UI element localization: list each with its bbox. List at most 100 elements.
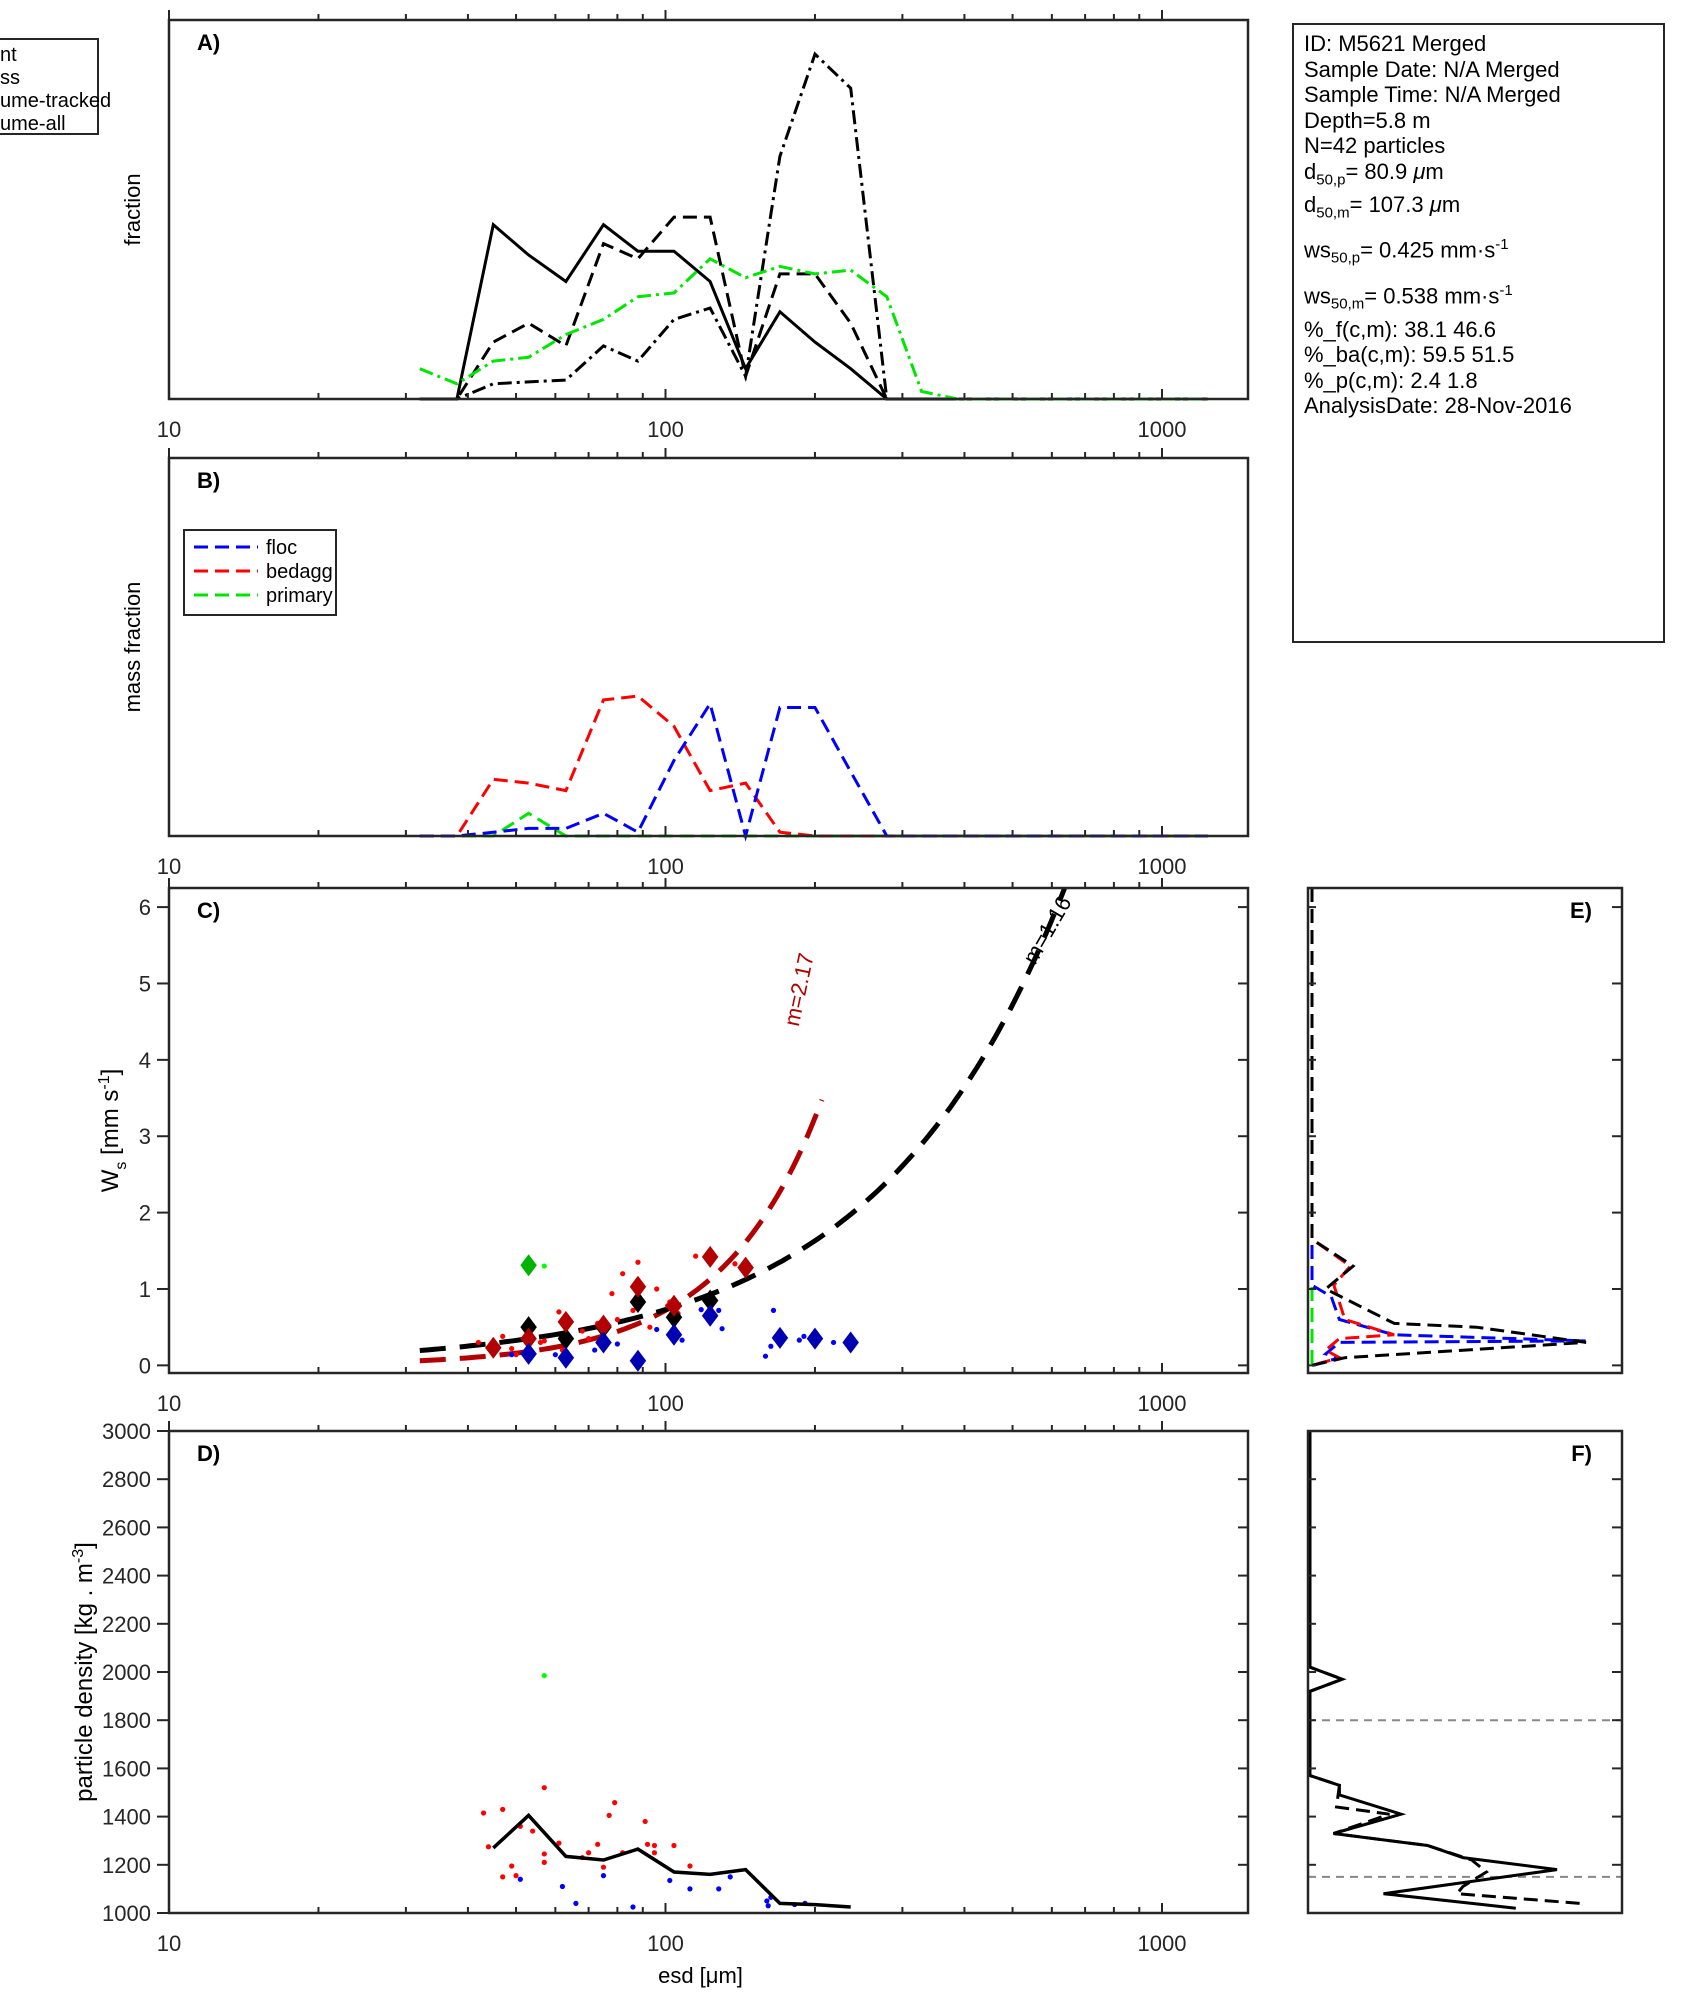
point-c-bedagg-particles bbox=[556, 1309, 562, 1315]
point-d-bedagg-particles bbox=[671, 1842, 677, 1849]
fit-all bbox=[419, 888, 1068, 1353]
info-line-n-particles: N=42 particles bbox=[1304, 133, 1446, 158]
diamond-c-bedagg bbox=[520, 1327, 537, 1350]
point-d-bedagg-particles bbox=[642, 1818, 648, 1825]
diamond-c-floc bbox=[771, 1326, 789, 1349]
point-c-bedagg-particles bbox=[732, 1261, 738, 1267]
point-c-floc-particles bbox=[552, 1352, 558, 1358]
point-d-floc-particles bbox=[517, 1876, 523, 1882]
panel-c-xtick-label: 1000 bbox=[1138, 1391, 1187, 1416]
series-b-floc bbox=[419, 700, 1208, 842]
diamond-c-floc bbox=[520, 1342, 537, 1365]
diamond-c-all bbox=[629, 1290, 647, 1313]
panel-c-ytick-label: 0 bbox=[139, 1353, 151, 1378]
info-line-ws50p: ws50,p= 0.425 mm·s-1 bbox=[1304, 232, 1663, 271]
diamond-c-all bbox=[665, 1306, 683, 1329]
panel-d-ytick-label: 1600 bbox=[102, 1756, 151, 1781]
panel-b-label: B) bbox=[197, 468, 220, 493]
point-d-bedagg-particles bbox=[500, 1806, 506, 1812]
point-d-bedagg-particles bbox=[651, 1850, 658, 1856]
fit-all-label: m=1.16 bbox=[1018, 892, 1077, 969]
d50m-mu: μ bbox=[1429, 192, 1442, 218]
panel-f-label: F) bbox=[1571, 1441, 1592, 1466]
diamond-c-floc bbox=[665, 1323, 683, 1346]
info-line-d50p: d50,p= 80.9 μm bbox=[1304, 159, 1663, 193]
diamond-c-all bbox=[520, 1316, 537, 1339]
diamond-c-bedagg bbox=[665, 1294, 683, 1317]
info-line-analysis-date: AnalysisDate: 28-Nov-2016 bbox=[1304, 393, 1572, 419]
point-c-bedagg-particles bbox=[579, 1328, 585, 1334]
panel-d-xlabel: esd [μm] bbox=[658, 1963, 743, 1988]
point-c-floc-particles bbox=[592, 1347, 598, 1353]
diamond-c-floc bbox=[557, 1346, 575, 1369]
d50m-unit: m bbox=[1441, 192, 1461, 218]
diamond-c-primary bbox=[520, 1254, 537, 1277]
info-line-d50m: d50,m= 107.3 μm bbox=[1304, 192, 1663, 226]
info-line-id: ID: M5621 Merged bbox=[1304, 31, 1487, 56]
point-c-floc-particles bbox=[614, 1341, 620, 1347]
info-line-ws50m: ws50,m= 0.538 mm·s-1 bbox=[1304, 278, 1663, 317]
series-b-primary bbox=[419, 811, 1208, 838]
panel-d-ytick-label: 2400 bbox=[102, 1564, 151, 1589]
panel-d-ytick-label: 1400 bbox=[102, 1805, 151, 1830]
point-c-primary-particles bbox=[541, 1263, 547, 1269]
diamond-c-all bbox=[557, 1327, 575, 1350]
panel-c-xtick-label: 10 bbox=[157, 1391, 181, 1416]
diamond-c-bedagg bbox=[629, 1275, 647, 1298]
point-d-bedagg-particles bbox=[513, 1873, 519, 1879]
diamond-c-floc bbox=[701, 1304, 719, 1327]
point-d-floc-particles bbox=[765, 1903, 771, 1909]
panel-f-frame bbox=[1306, 1429, 1624, 1915]
point-c-floc-particles bbox=[679, 1337, 685, 1343]
panel-a-legend-entry: ume-tracked bbox=[0, 90, 111, 112]
point-d-floc-particles bbox=[727, 1874, 733, 1880]
panel-c-ytick-label: 2 bbox=[139, 1201, 151, 1226]
diamond-c-bedagg bbox=[701, 1245, 719, 1268]
diamond-c-floc bbox=[806, 1327, 824, 1350]
point-d-floc-particles bbox=[600, 1873, 607, 1879]
legend-label-floc: floc bbox=[266, 537, 297, 559]
point-d-floc-particles bbox=[687, 1886, 693, 1892]
panel-b-xtick-label: 10 bbox=[157, 854, 181, 879]
point-c-bedagg-particles bbox=[654, 1286, 660, 1292]
panel-b-xtick-label: 1000 bbox=[1138, 854, 1187, 879]
point-d-bedagg-particles bbox=[541, 1859, 547, 1865]
point-c-floc-particles bbox=[770, 1307, 777, 1313]
point-c-floc-particles bbox=[796, 1337, 802, 1343]
point-d-bedagg-particles bbox=[600, 1864, 607, 1870]
point-d-bedagg-particles bbox=[530, 1828, 536, 1834]
point-d-bedagg-particles bbox=[541, 1785, 547, 1791]
panel-a-legend-box bbox=[0, 38, 99, 135]
d50m-base: d bbox=[1304, 192, 1317, 218]
point-c-bedagg-particles bbox=[635, 1259, 641, 1265]
d50m-sub: 50,m bbox=[1316, 204, 1350, 222]
point-d-floc-particles bbox=[667, 1877, 673, 1884]
panel-d-ytick-label: 2800 bbox=[102, 1467, 151, 1492]
panel-d-ytick-label: 2200 bbox=[102, 1612, 151, 1637]
info-box: ID: M5621 Merged Sample Date: N/A Merged… bbox=[1292, 23, 1665, 643]
panel-a-legend-entry: ume-all bbox=[0, 113, 66, 135]
panel-e-frame bbox=[1306, 886, 1624, 1375]
info-line-sample-time: Sample Time: N/A Merged bbox=[1304, 82, 1561, 107]
point-c-floc-particles bbox=[716, 1307, 722, 1313]
point-c-floc-particles bbox=[654, 1326, 660, 1333]
point-c-bedagg-particles bbox=[500, 1333, 506, 1339]
diamond-c-bedagg bbox=[737, 1256, 754, 1279]
panel-c-ytick-label: 6 bbox=[139, 895, 151, 920]
panel-c-ytick-label: 1 bbox=[139, 1277, 151, 1302]
point-c-bedagg-particles bbox=[475, 1339, 482, 1346]
panel-d-ylabel: particle density [kg . m-3] bbox=[70, 1542, 98, 1802]
panel-d-ytick-label: 3000 bbox=[102, 1419, 151, 1444]
info-line-pct-floc: %_f(c,m): 38.1 46.6 bbox=[1304, 316, 1496, 342]
panel-d-ytick-label: 1800 bbox=[102, 1708, 151, 1733]
panel-a-xtick-label: 1000 bbox=[1138, 417, 1187, 442]
panel-a-legend-entry: nt bbox=[0, 44, 17, 66]
point-c-floc-particles bbox=[762, 1353, 769, 1359]
point-d-bedagg-particles bbox=[585, 1850, 592, 1856]
point-c-bedagg-particles bbox=[513, 1352, 519, 1358]
diamond-c-floc bbox=[629, 1349, 647, 1372]
legend-label-bedagg: bedagg bbox=[266, 561, 333, 583]
point-d-bedagg-particles bbox=[480, 1810, 487, 1816]
diamond-c-bedagg bbox=[557, 1310, 575, 1333]
